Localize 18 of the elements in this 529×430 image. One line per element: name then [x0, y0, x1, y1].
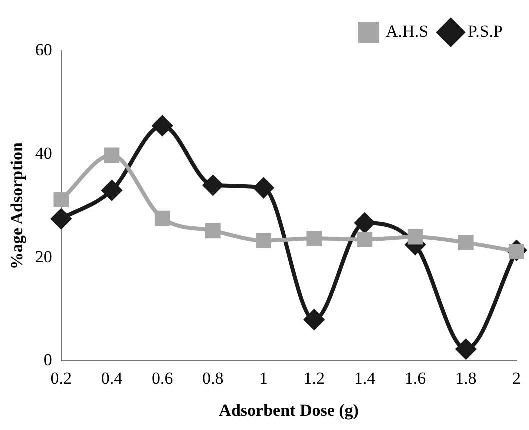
- x-tick-label: 1.6: [404, 368, 426, 388]
- x-tick-label: 2: [512, 368, 521, 388]
- y-tick-label: 60: [35, 40, 52, 60]
- x-axis-title: Adsorbent Dose (g): [219, 401, 359, 420]
- x-tick-label: 1.4: [354, 368, 376, 388]
- y-axis-title: %age Adsorption: [8, 142, 27, 270]
- x-tick-label: 0.6: [152, 368, 174, 388]
- x-tick-label: 0.4: [101, 368, 124, 388]
- x-tick-label: 1: [260, 368, 268, 388]
- x-tick-label: 1.8: [456, 368, 477, 388]
- legend-label: P.S.P: [468, 22, 504, 41]
- y-tick-label: 20: [35, 247, 52, 266]
- legend-label: A.H.S: [386, 22, 429, 41]
- y-tick-label: 0: [44, 350, 52, 370]
- x-tick-label: 1.2: [304, 368, 325, 388]
- y-tick-label: 40: [35, 144, 52, 163]
- x-tick-label: 0.2: [50, 368, 72, 388]
- x-tick-label: 0.8: [202, 368, 224, 388]
